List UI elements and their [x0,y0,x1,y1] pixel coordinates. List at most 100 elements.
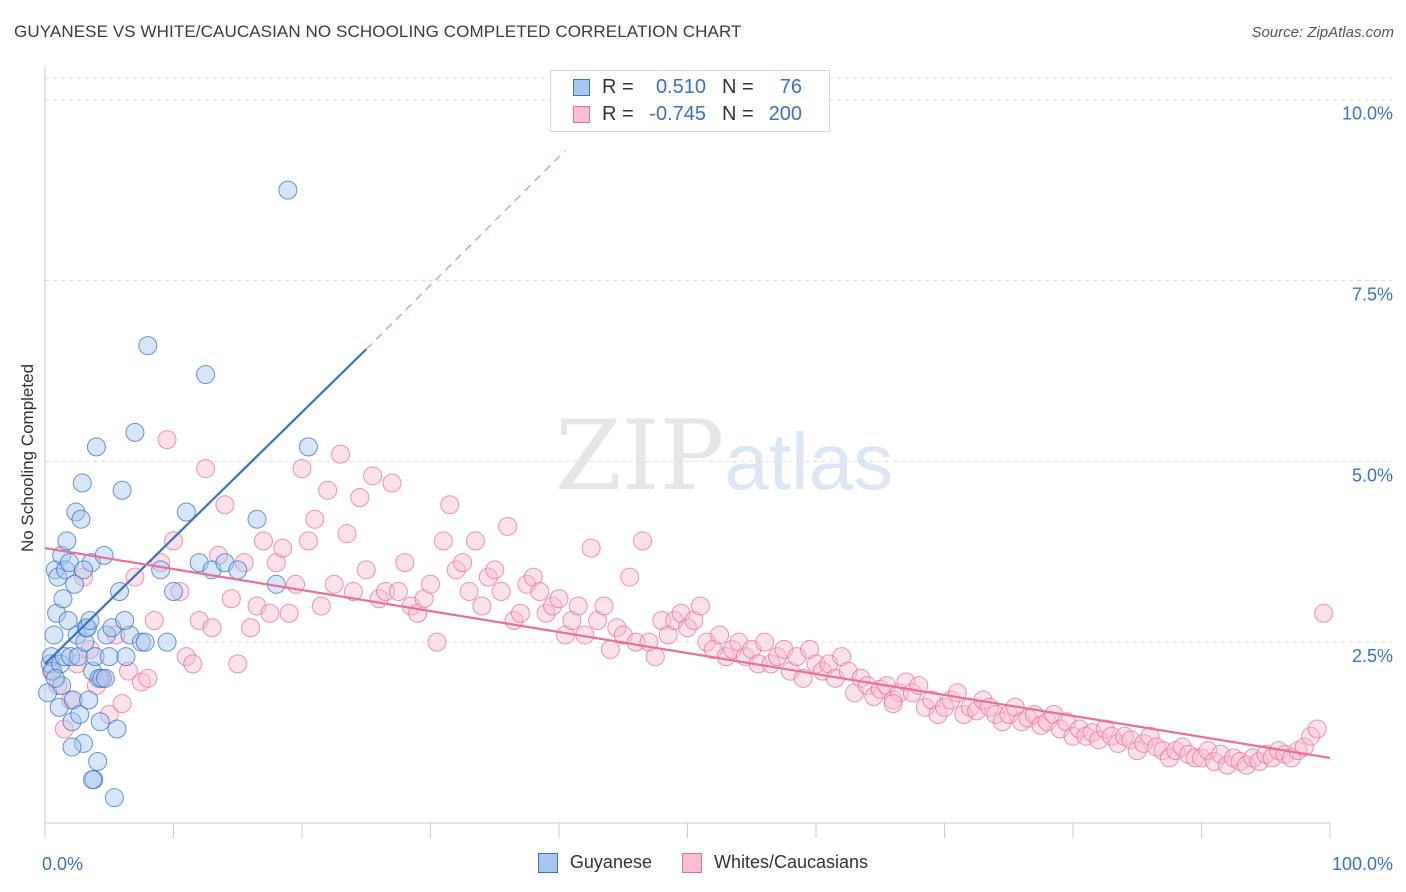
guyanese-point [176,502,196,522]
whites-point [498,516,518,536]
whites-point [620,567,640,587]
whites-point [202,618,222,638]
whites-point [600,639,620,659]
whites-point [208,545,228,565]
whites-point [710,625,730,645]
whites-point [896,672,916,692]
whites-point [1031,715,1051,735]
guyanese-point [61,647,81,667]
whites-point [1249,752,1269,772]
whites-point [253,531,273,551]
whites-point [1159,748,1179,768]
whites-point [793,668,813,688]
whites-point [1301,726,1321,746]
guyanese-point [107,719,127,739]
whites-point [1217,755,1237,775]
whites-point [414,589,434,609]
whites-point [1121,730,1141,750]
whites-point [864,686,884,706]
legend-n-value: 76 [779,75,802,98]
whites-point [1140,726,1160,746]
guyanese-point [65,574,85,594]
whites-point [568,596,588,616]
whites-point [215,495,235,515]
whites-point [388,582,408,602]
whites-point [228,654,248,674]
whites-point [266,553,286,573]
whites-point [260,603,280,623]
whites-point [138,668,158,688]
guyanese-point [104,788,124,808]
whites-point [1108,733,1128,753]
guyanese-point [94,545,114,565]
guyanese-point [44,625,64,645]
guyanese-point [90,712,110,732]
guyanese-point [120,625,140,645]
y-tick-label: 7.5% [1352,285,1393,305]
whites-point [491,582,511,602]
guyanese-point [58,610,78,630]
whites-point [1089,730,1109,750]
whites-point [1095,719,1115,739]
whites-point [241,618,261,638]
legend-swatch-whites [573,105,590,123]
legend-item-whites[interactable]: Whites/Caucasians [681,852,868,873]
guyanese-point [62,712,82,732]
whites-point [530,582,550,602]
guyanese-point [79,690,99,710]
legend-n-label: N = [722,102,754,125]
whites-point [221,589,241,609]
legend-item-guyanese[interactable]: Guyanese [537,852,652,873]
guyanese-point [157,632,177,652]
guyanese-point [115,610,135,630]
guyanese-point [62,737,82,757]
whites-point [356,560,376,580]
guyanese-point [68,647,88,667]
legend-n-label: N = [722,75,754,98]
whites-point [485,560,505,580]
whites-point [992,712,1012,732]
whites-point [305,509,325,529]
whites-point [196,459,216,479]
guyanese-point [53,589,73,609]
whites-point [1307,719,1327,739]
legend-row-whites: R = -0.745 N = 200 [573,101,802,127]
guyanese-point [228,560,248,580]
whites-point [1172,737,1192,757]
whites-point [382,473,402,493]
guyanese-point [151,560,171,580]
legend-r-value: 0.510 [655,75,706,98]
whites-point [562,610,582,630]
legend-label-guyanese: Guyanese [569,852,652,872]
legend-swatch-guyanese [573,78,590,96]
guyanese-point [47,603,67,623]
guyanese-point [57,531,77,551]
series-legend: Guyanese Whites/Caucasians [0,852,1406,873]
guyanese-point [99,647,119,667]
whites-point [363,466,383,486]
guyanese-point [43,661,63,681]
whites-point [343,582,363,602]
guyanese-point [85,647,105,667]
whites-point [176,647,196,667]
whites-point [164,531,183,551]
chart-title: GUYANESE VS WHITE/CAUCASIAN NO SCHOOLING… [14,22,742,41]
whites-point [459,582,479,602]
legend-n-value: 200 [768,102,802,125]
whites-point [157,430,177,450]
guyanese-point [247,509,267,529]
whites-point [935,697,954,717]
guyanese-point [135,632,155,652]
whites-point [523,567,543,587]
whites-point [1256,744,1276,764]
correlation-legend: R = 0.510 N = 76 R = -0.745 N = 200 [550,70,830,132]
guyanese-point [88,752,108,772]
whites-point [633,531,653,551]
whites-point [112,694,132,714]
whites-point [678,618,697,638]
whites-point [1294,737,1314,757]
guyanese-point [298,437,318,457]
whites-point [832,647,852,667]
whites-point [337,524,357,544]
